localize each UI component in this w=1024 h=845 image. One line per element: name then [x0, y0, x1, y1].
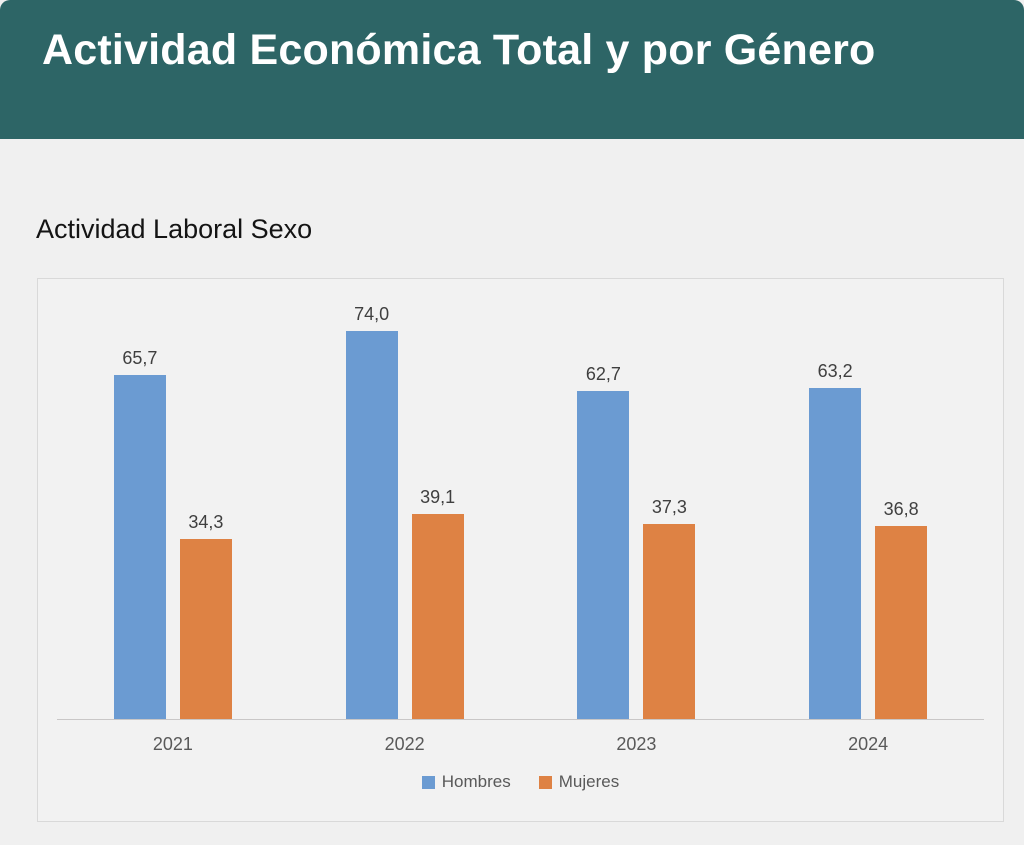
- x-axis-label-2022: 2022: [384, 734, 425, 754]
- chart-plot: 65,7 34,3 74,0 39,1 62,7 37,3 63,2 36,8: [57, 279, 984, 720]
- bar-group-2023: 62,7 37,3: [521, 279, 753, 719]
- legend-label: Hombres: [441, 772, 511, 791]
- bar-hombres-2024: 63,2: [809, 361, 862, 719]
- legend-swatch-icon: [538, 775, 552, 789]
- x-axis-label-2021: 2021: [152, 734, 193, 754]
- bar-mujeres-2023: 37,3: [643, 497, 696, 719]
- bar-group-2021: 65,7 34,3: [57, 279, 289, 719]
- bar-value-label-mujeres-2024: 36,8: [883, 499, 919, 519]
- chart-card: 65,7 34,3 74,0 39,1 62,7 37,3 63,2 36,8 2021 202…: [37, 278, 1004, 822]
- chart-title: Actividad Laboral Sexo: [36, 214, 313, 244]
- bar-value-label-hombres-2023: 62,7: [585, 364, 621, 384]
- bar-value-label-mujeres-2023: 37,3: [651, 497, 687, 517]
- bar-group-2024: 63,2 36,8: [752, 279, 984, 719]
- x-axis-label-2023: 2023: [616, 734, 657, 754]
- page-title: Actividad Económica Total y por Género: [42, 26, 876, 74]
- bar-hombres-2022: 74,0: [345, 304, 398, 719]
- legend-item-mujeres: Mujeres: [538, 772, 620, 792]
- bar-value-label-hombres-2022: 74,0: [354, 304, 390, 324]
- legend-swatch-icon: [421, 775, 435, 789]
- bar-hombres-2021: 65,7: [113, 348, 166, 719]
- bar-value-label-hombres-2021: 65,7: [122, 348, 158, 368]
- bar-hombres-2023: 62,7: [577, 364, 630, 719]
- bar-mujeres-2024: 36,8: [875, 499, 928, 719]
- x-axis-label-2024: 2024: [848, 734, 889, 754]
- bar-value-label-hombres-2024: 63,2: [817, 361, 853, 381]
- bar-mujeres-2021: 34,3: [179, 512, 232, 719]
- chart-legend: Hombres Mujeres: [38, 772, 1003, 792]
- bar-value-label-mujeres-2021: 34,3: [188, 512, 224, 532]
- bar-mujeres-2022: 39,1: [411, 487, 464, 719]
- bar-value-label-mujeres-2022: 39,1: [420, 487, 456, 507]
- legend-item-hombres: Hombres: [421, 772, 511, 792]
- x-axis-labels: 2021 2022 2023 2024: [57, 720, 984, 755]
- header-banner: Actividad Económica Total y por Género: [0, 0, 1024, 139]
- legend-label: Mujeres: [558, 772, 620, 791]
- bar-group-2022: 74,0 39,1: [289, 279, 521, 719]
